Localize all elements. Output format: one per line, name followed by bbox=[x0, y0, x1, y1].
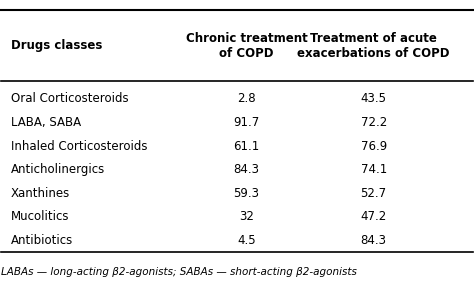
Text: 43.5: 43.5 bbox=[361, 92, 387, 105]
Text: 72.2: 72.2 bbox=[361, 116, 387, 129]
Text: 74.1: 74.1 bbox=[361, 163, 387, 176]
Text: 59.3: 59.3 bbox=[233, 187, 259, 200]
Text: 47.2: 47.2 bbox=[361, 211, 387, 223]
Text: LABA, SABA: LABA, SABA bbox=[11, 116, 81, 129]
Text: Anticholinergics: Anticholinergics bbox=[11, 163, 105, 176]
Text: 52.7: 52.7 bbox=[361, 187, 387, 200]
Text: Chronic treatment
of COPD: Chronic treatment of COPD bbox=[185, 32, 307, 60]
Text: 76.9: 76.9 bbox=[361, 140, 387, 153]
Text: LABAs — long-acting β2-agonists; SABAs — short-acting β2-agonists: LABAs — long-acting β2-agonists; SABAs —… bbox=[1, 267, 357, 277]
Text: 84.3: 84.3 bbox=[361, 234, 387, 247]
Text: Treatment of acute
exacerbations of COPD: Treatment of acute exacerbations of COPD bbox=[297, 32, 450, 60]
Text: Antibiotics: Antibiotics bbox=[11, 234, 73, 247]
Text: Oral Corticosteroids: Oral Corticosteroids bbox=[11, 92, 128, 105]
Text: 61.1: 61.1 bbox=[233, 140, 260, 153]
Text: 91.7: 91.7 bbox=[233, 116, 260, 129]
Text: 84.3: 84.3 bbox=[233, 163, 259, 176]
Text: 2.8: 2.8 bbox=[237, 92, 256, 105]
Text: Drugs classes: Drugs classes bbox=[11, 39, 102, 52]
Text: Mucolitics: Mucolitics bbox=[11, 211, 69, 223]
Text: 4.5: 4.5 bbox=[237, 234, 256, 247]
Text: Xanthines: Xanthines bbox=[11, 187, 70, 200]
Text: Inhaled Corticosteroids: Inhaled Corticosteroids bbox=[11, 140, 147, 153]
Text: 32: 32 bbox=[239, 211, 254, 223]
